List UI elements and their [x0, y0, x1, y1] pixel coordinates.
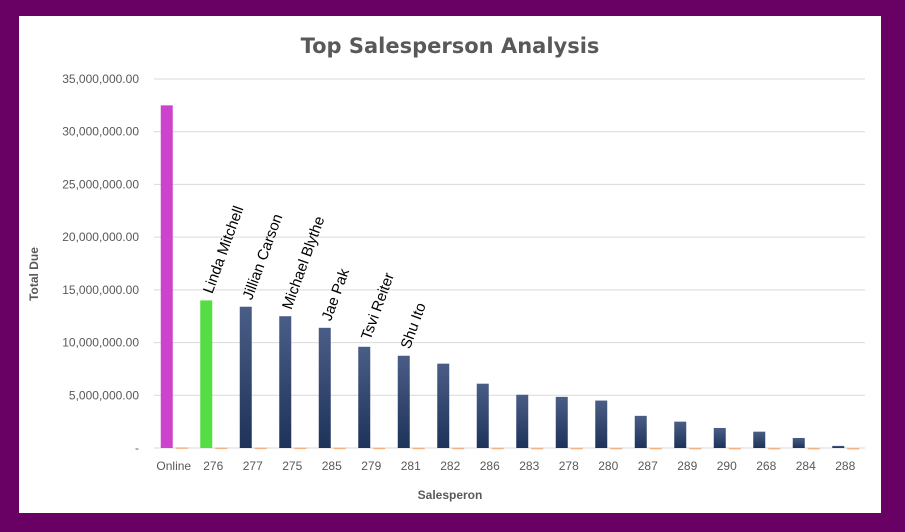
y-axis-ticks: - 5,000,000.00 10,000,000.00 15,000,000.00 2… [62, 72, 139, 455]
secondary-bar-268 [768, 447, 781, 450]
y-axis-label: Total Due [27, 247, 41, 301]
x-tick-label: 277 [243, 459, 263, 473]
chart-frame: Top Salesperson Analysis - 5,000,000.00 10… [19, 16, 881, 513]
y-tick-label: 15,000,000.00 [62, 283, 139, 297]
x-tick-label: 278 [559, 459, 579, 473]
bar-284 [792, 437, 805, 448]
secondary-bar-281 [412, 447, 425, 450]
secondary-bar-278 [570, 447, 583, 450]
x-tick-label: 280 [598, 459, 618, 473]
secondary-bar-Online [175, 447, 188, 449]
bar-285 [318, 327, 331, 448]
secondary-bar-287 [649, 447, 662, 450]
x-tick-label: 285 [322, 459, 342, 473]
bar-286 [476, 383, 489, 448]
secondary-bar-284 [807, 447, 820, 450]
chart-svg: Top Salesperson Analysis - 5,000,000.00 10… [27, 34, 865, 502]
x-tick-label: 290 [717, 459, 737, 473]
bar-283 [516, 394, 529, 448]
secondary-bar-290 [728, 447, 741, 450]
bar-275 [279, 316, 292, 448]
bar-290 [713, 427, 726, 448]
x-tick-label: Online [156, 459, 191, 473]
bar-288 [832, 445, 845, 448]
secondary-bar-283 [531, 447, 544, 450]
x-tick-label: 275 [282, 459, 302, 473]
x-tick-label: 286 [480, 459, 500, 473]
annotation-label: Tsvi Reiter [358, 271, 398, 343]
gridlines [154, 78, 865, 449]
bar-279 [358, 346, 371, 448]
y-tick-label: 20,000,000.00 [62, 230, 139, 244]
x-tick-label: 268 [756, 459, 776, 473]
bar-276 [200, 300, 213, 448]
x-tick-label: 279 [361, 459, 381, 473]
y-tick-label: 5,000,000.00 [69, 388, 139, 402]
y-tick-label: 35,000,000.00 [62, 72, 139, 86]
bar-278 [555, 396, 568, 448]
secondary-bar-282 [452, 447, 465, 450]
y-tick-label: 30,000,000.00 [62, 125, 139, 139]
annotation-label: Shu Ito [398, 301, 430, 351]
annotation-label: Michael Blythe [279, 214, 328, 311]
secondary-bar-286 [491, 447, 504, 450]
bar-287 [634, 415, 647, 448]
secondary-bar-288 [847, 447, 860, 450]
bar-281 [397, 355, 410, 448]
x-axis-ticks: Online 276 277 275 285 279 281 282 286 283 278 280 2… [156, 459, 855, 473]
x-tick-label: 281 [401, 459, 421, 473]
x-tick-label: 282 [440, 459, 460, 473]
x-tick-label: 288 [835, 459, 855, 473]
chart-title: Top Salesperson Analysis [301, 34, 600, 58]
bar-282 [437, 363, 450, 448]
annotation-label: Jillian Carson [240, 212, 287, 302]
bar-Online [160, 105, 173, 448]
bar-268 [753, 431, 766, 448]
annotation-label: Linda Mitchell [200, 204, 247, 296]
secondary-bar-285 [333, 447, 346, 450]
x-tick-label: 289 [677, 459, 697, 473]
secondary-bar-280 [610, 447, 623, 450]
secondary-bar-276 [215, 447, 228, 450]
bar-280 [595, 400, 608, 448]
x-tick-label: 276 [203, 459, 223, 473]
x-tick-label: 287 [638, 459, 658, 473]
bars [160, 105, 860, 450]
x-tick-label: 283 [519, 459, 539, 473]
secondary-bar-289 [689, 447, 702, 450]
y-tick-label: 10,000,000.00 [62, 336, 139, 350]
x-axis-label: Salesperon [418, 488, 483, 502]
secondary-bar-275 [294, 447, 307, 450]
y-tick-label: - [135, 441, 139, 455]
bar-277 [239, 306, 252, 448]
secondary-bar-277 [254, 447, 267, 450]
bar-289 [674, 421, 687, 448]
annotation-label: Jae Pak [319, 266, 354, 323]
y-tick-label: 25,000,000.00 [62, 177, 139, 191]
x-tick-label: 284 [796, 459, 816, 473]
secondary-bar-279 [373, 447, 386, 450]
